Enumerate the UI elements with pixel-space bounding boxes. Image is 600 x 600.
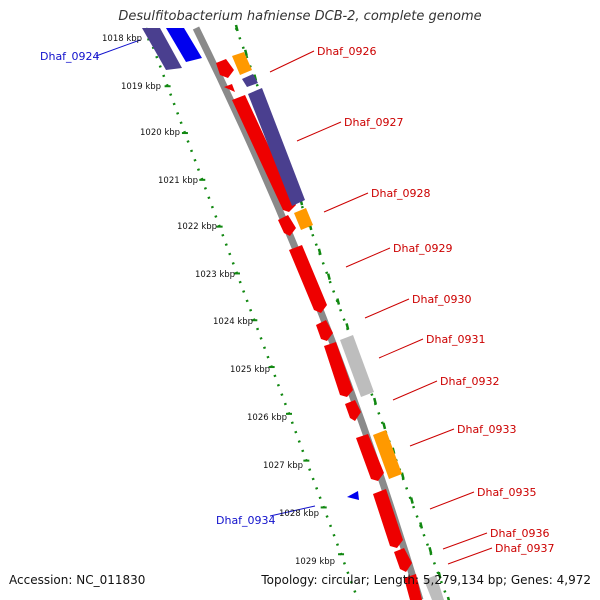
feature-dhaf-0926[interactable] [216,59,234,78]
outer-tick [244,49,248,57]
feature-orange-2[interactable] [294,208,313,230]
feature-gray-1[interactable] [340,335,374,397]
gene-labels: Dhaf_0924 Dhaf_0926 Dhaf_0927 Dhaf_0928 … [40,45,555,555]
gene-label-dhaf-0927: Dhaf_0927 [344,116,404,129]
outer-tick [419,522,424,529]
feature-dhaf-0937[interactable] [404,574,422,600]
gene-label-dhaf-0928: Dhaf_0928 [371,187,431,200]
ruler-label: 1023 kbp [195,270,235,280]
outer-tick [317,248,322,256]
gene-label-dhaf-0929: Dhaf_0929 [393,242,453,255]
gene-label-dhaf-0930: Dhaf_0930 [412,293,472,306]
feature-purple-small[interactable] [242,74,258,87]
feature-dhaf-0927[interactable] [232,95,296,212]
feature-dhaf-0928[interactable] [278,215,296,236]
outer-tick [326,273,331,280]
accession-text: Accession: NC_011830 [9,573,146,587]
feature-orange-3[interactable] [373,430,402,479]
genome-summary-text: Topology: circular; Length: 5,279,134 bp… [261,573,591,587]
feature-dhaf-0929[interactable] [289,245,327,313]
gene-label-dhaf-0935: Dhaf_0935 [477,486,537,499]
ruler-label: 1021 kbp [158,176,198,186]
ruler-ticks [147,38,345,556]
feature-dhaf-0924-b[interactable] [166,28,202,62]
outer-tick [409,497,414,504]
ruler-label: 1025 kbp [230,365,270,375]
ruler-labels: 1018 kbp 1019 kbp 1020 kbp 1021 kbp 1022… [102,34,335,567]
outer-tick [345,323,350,330]
feature-purple-long[interactable] [248,88,305,206]
gene-label-dhaf-0926: Dhaf_0926 [317,45,377,58]
outer-tick [446,596,451,600]
gene-label-dhaf-0924: Dhaf_0924 [40,50,100,63]
outer-tick [382,422,387,430]
ruler-label: 1019 kbp [121,82,161,92]
map-title: Desulfitobacterium hafniense DCB-2, comp… [118,9,482,24]
feature-dhaf-0935[interactable] [373,489,403,548]
outer-tick [234,24,239,32]
feature-dhaf-0933[interactable] [356,434,384,481]
ruler-label: 1027 kbp [263,461,303,471]
ruler-label: 1020 kbp [140,128,180,138]
feature-gray-2[interactable] [424,575,444,600]
feature-dhaf-0934[interactable] [347,491,359,500]
inner-dotted-track [144,27,360,600]
feature-dhaf-0936[interactable] [394,548,412,572]
gene-label-dhaf-0931: Dhaf_0931 [426,333,486,346]
ruler-label: 1026 kbp [247,413,287,423]
gene-label-dhaf-0934: Dhaf_0934 [216,514,276,527]
feature-small-red-1[interactable] [224,84,235,92]
ruler-label: 1022 kbp [177,222,217,232]
ruler-label: 1024 kbp [213,317,253,327]
outer-tick [336,298,341,305]
ruler-label: 1029 kbp [295,557,335,567]
label-leaders [95,39,493,565]
gene-label-dhaf-0936: Dhaf_0936 [490,527,550,540]
gene-label-dhaf-0933: Dhaf_0933 [457,423,517,436]
feature-dhaf-0924-a[interactable] [142,28,182,70]
outer-tick [373,397,377,405]
ruler-label: 1018 kbp [102,34,142,44]
outer-tick [428,546,433,554]
outer-tick [400,472,405,479]
feature-dhaf-0930[interactable] [316,320,333,341]
gene-label-dhaf-0937: Dhaf_0937 [495,542,555,555]
gene-label-dhaf-0932: Dhaf_0932 [440,375,500,388]
feature-dhaf-0932[interactable] [345,400,361,421]
feature-orange-1[interactable] [232,52,252,75]
outer-tick [437,571,442,579]
feature-dhaf-0931[interactable] [324,342,353,397]
ruler-label: 1028 kbp [279,509,319,519]
